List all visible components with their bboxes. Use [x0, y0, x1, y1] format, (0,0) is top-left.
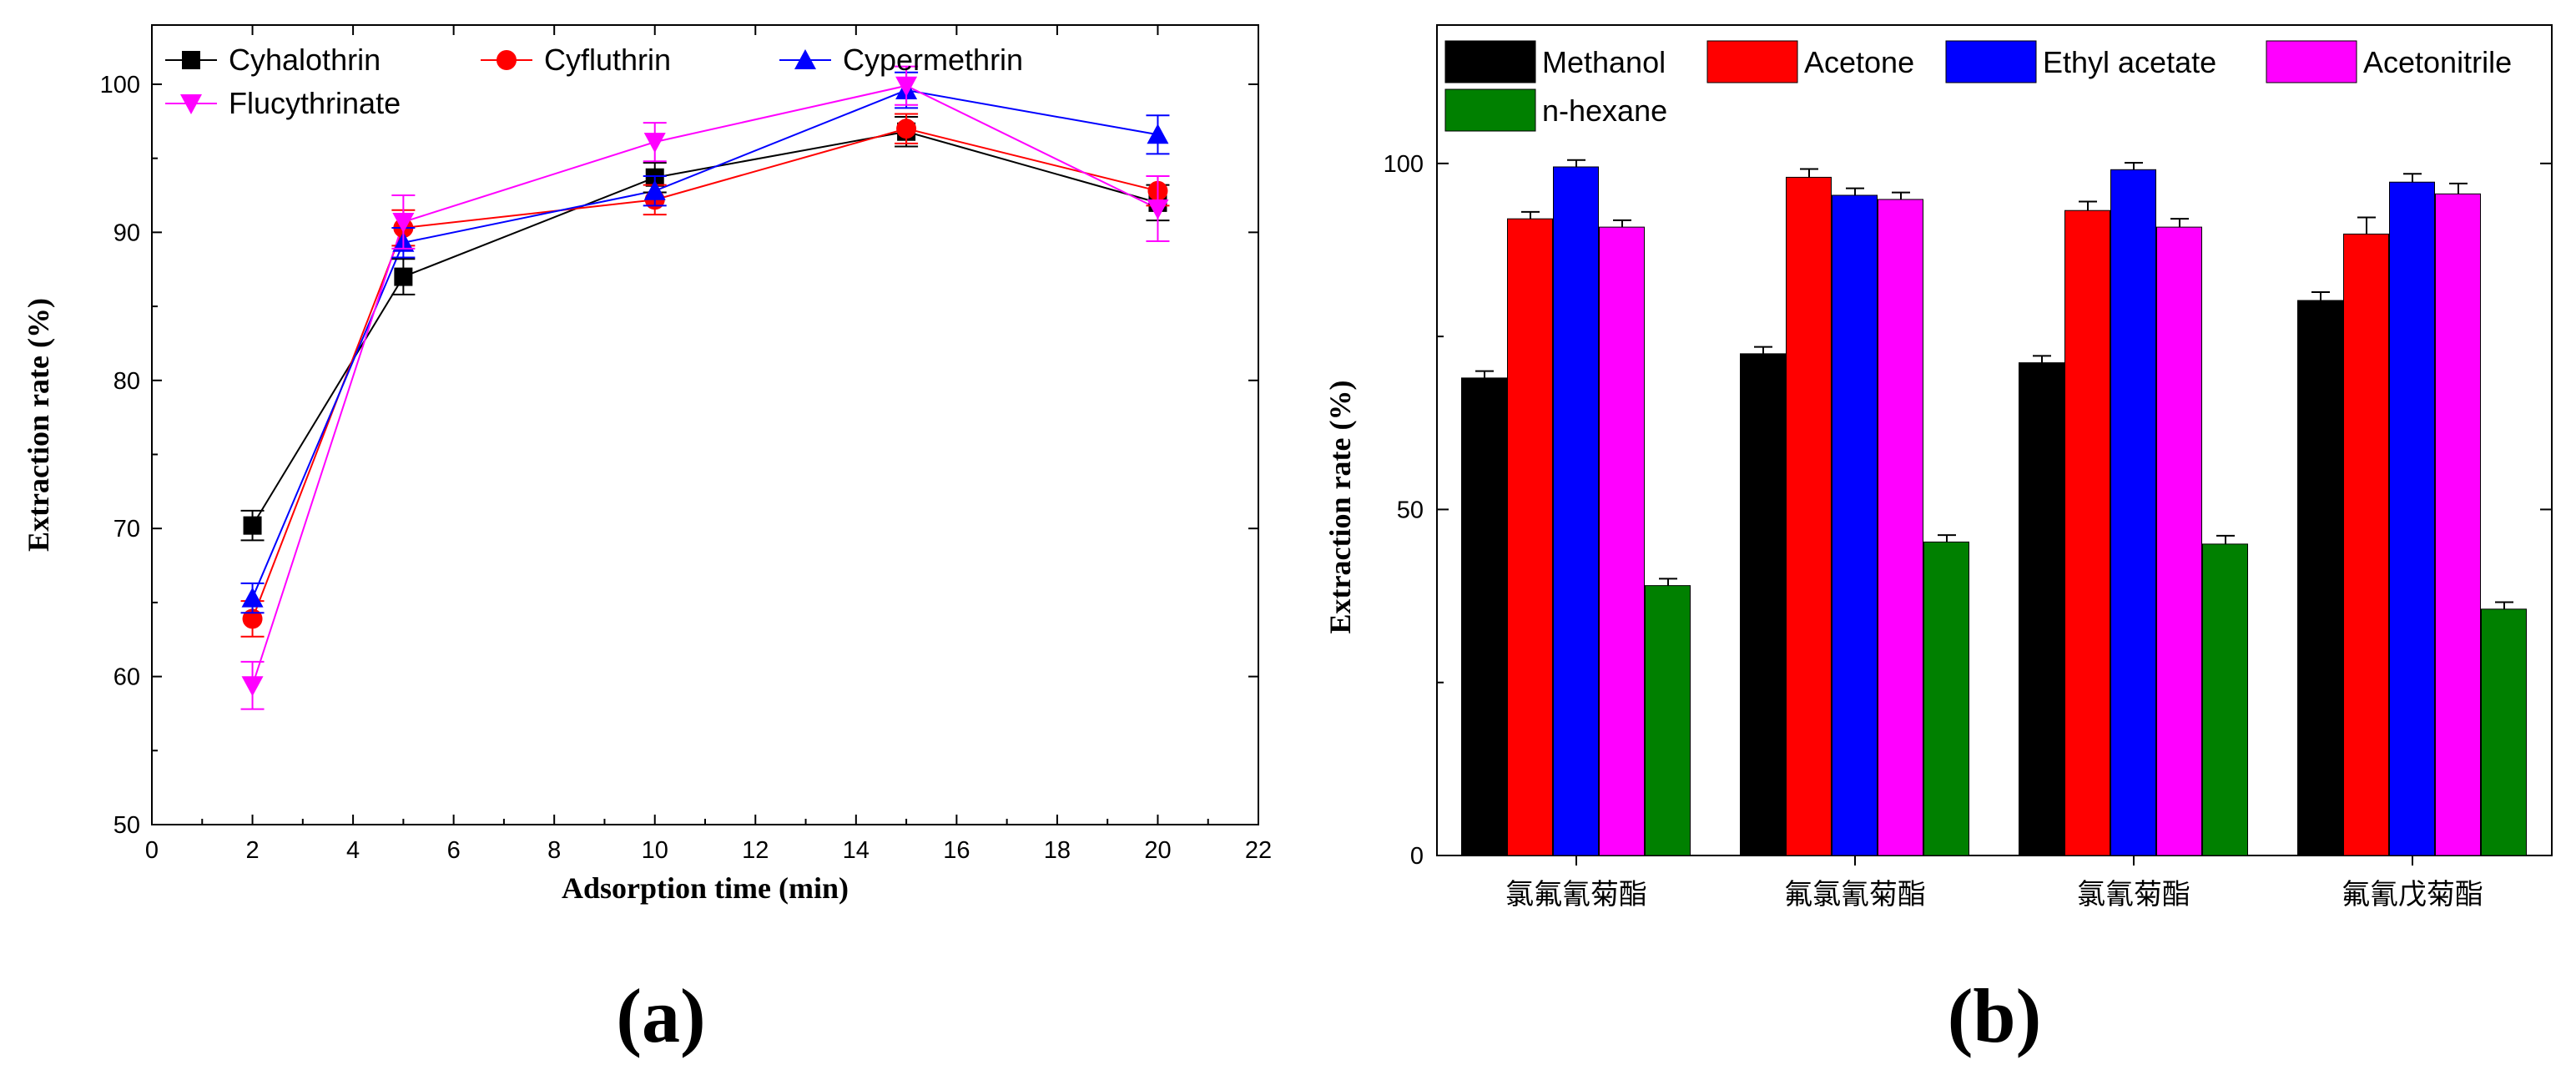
- legend-swatch: [1706, 40, 1798, 83]
- bar-acetonitrile: [2156, 226, 2202, 856]
- y-tick-label: 100: [1384, 151, 1424, 178]
- bar-methanol: [2297, 300, 2343, 856]
- data-point-flucythrinate: [643, 133, 666, 154]
- bar-ethyl-acetate: [1553, 166, 1599, 856]
- bar-acetone: [2064, 209, 2110, 856]
- legend-label: Cypermethrin: [843, 43, 1023, 77]
- data-point-cyhalothrin: [394, 267, 413, 286]
- x-tick-label: 12: [742, 837, 769, 864]
- legend-label: Acetone: [1804, 45, 1914, 79]
- bar-n-hexane: [2202, 543, 2248, 856]
- plot-frame: [1436, 24, 2553, 856]
- legend-swatch: [1444, 88, 1536, 132]
- bar-methanol: [1461, 377, 1507, 856]
- panel-label-a: (a): [616, 973, 705, 1058]
- data-point-cypermethrin: [241, 587, 264, 608]
- y-axis-title: Extraction rate (%): [22, 298, 55, 552]
- legend-label: Flucythrinate: [229, 86, 401, 120]
- series-line-cyhalothrin: [251, 130, 1158, 527]
- legend-label: n-hexane: [1542, 93, 1667, 128]
- y-tick-label: 80: [113, 368, 140, 395]
- data-point-flucythrinate: [895, 76, 918, 97]
- bar-ethyl-acetate: [2389, 181, 2435, 856]
- legend-label: Methanol: [1542, 45, 1666, 79]
- legend-swatch: [1444, 40, 1536, 83]
- bar-ethyl-acetate: [1832, 194, 1878, 856]
- legend-label: Cyfluthrin: [544, 43, 671, 77]
- y-tick-label: 90: [113, 220, 140, 246]
- series-line-cyfluthrin: [251, 128, 1158, 619]
- bar-acetone: [1786, 176, 1832, 856]
- x-tick-label: 22: [1245, 837, 1272, 864]
- series-line-cypermethrin: [251, 89, 1158, 598]
- x-tick-label: 16: [943, 837, 970, 864]
- x-tick-label: 18: [1044, 837, 1071, 864]
- line-chart-a: 0 2 4 6 8 10 12 14 16 18 20 22 50 60 70 80 90 100 Adsorpti…: [22, 24, 1272, 1058]
- x-tick-label: 4: [346, 837, 360, 864]
- x-tick-label: 14: [843, 837, 870, 864]
- data-point-flucythrinate: [392, 212, 415, 233]
- legend-marker: [182, 51, 200, 69]
- bar-chart-b: 0 50 100 Extraction rate (%) 氯氟氰菊酯 氟氯氰菊酯 氯氰菊酯 氟…: [1323, 24, 2553, 1058]
- bar-acetonitrile: [1878, 199, 1923, 856]
- x-category-label: 氯氟氰菊酯: [1505, 878, 1647, 911]
- x-tick-label: 10: [642, 837, 668, 864]
- bar-acetonitrile: [2435, 193, 2481, 856]
- y-tick-label: 100: [100, 72, 140, 98]
- y-tick-label: 70: [113, 516, 140, 543]
- bar-n-hexane: [1923, 541, 1969, 856]
- bar-methanol: [2019, 362, 2064, 856]
- x-category-label: 氟氰戊菊酯: [2342, 878, 2483, 911]
- y-tick-label: 50: [1397, 497, 1424, 523]
- y-tick-label: 60: [113, 664, 140, 691]
- legend-marker: [180, 94, 202, 114]
- legend-marker: [794, 49, 816, 69]
- x-tick-label: 8: [547, 837, 561, 864]
- bar-acetone: [1507, 218, 1553, 856]
- bar-ethyl-acetate: [2110, 169, 2156, 856]
- legend-label: Cyhalothrin: [229, 43, 381, 77]
- bar-n-hexane: [2481, 608, 2527, 856]
- data-point-flucythrinate: [241, 676, 264, 697]
- bar-acetone: [2343, 233, 2389, 856]
- y-tick-label: 50: [113, 812, 140, 839]
- legend-label: Ethyl acetate: [2043, 45, 2216, 79]
- x-category-label: 氯氰菊酯: [2077, 878, 2190, 911]
- panel-label-b: (b): [1948, 973, 2041, 1058]
- data-point-cyhalothrin: [243, 516, 262, 535]
- legend-label: Acetonitrile: [2363, 45, 2512, 79]
- x-tick-label: 6: [447, 837, 461, 864]
- legend-swatch: [1945, 40, 2037, 83]
- x-axis-title: Adsorption time (min): [562, 871, 849, 905]
- data-point-cyfluthrin: [242, 608, 263, 629]
- bar-n-hexane: [1645, 585, 1691, 856]
- y-axis-title: Extraction rate (%): [1323, 381, 1357, 634]
- bar-acetonitrile: [1599, 226, 1645, 856]
- bar-methanol: [1740, 353, 1786, 856]
- plot-frame: [151, 24, 1259, 825]
- x-tick-label: 0: [145, 837, 159, 864]
- y-tick-label: 0: [1410, 843, 1424, 870]
- legend-marker: [497, 50, 517, 70]
- x-category-label: 氟氯氰菊酯: [1784, 878, 1926, 911]
- data-point-cypermethrin: [643, 179, 666, 200]
- data-point-cypermethrin: [1147, 124, 1169, 144]
- legend-swatch: [2266, 40, 2357, 83]
- x-tick-label: 20: [1144, 837, 1171, 864]
- data-point-flucythrinate: [1147, 199, 1169, 220]
- series-line-flucythrinate: [251, 84, 1158, 686]
- data-point-cyfluthrin: [896, 119, 917, 139]
- x-tick-label: 2: [245, 837, 259, 864]
